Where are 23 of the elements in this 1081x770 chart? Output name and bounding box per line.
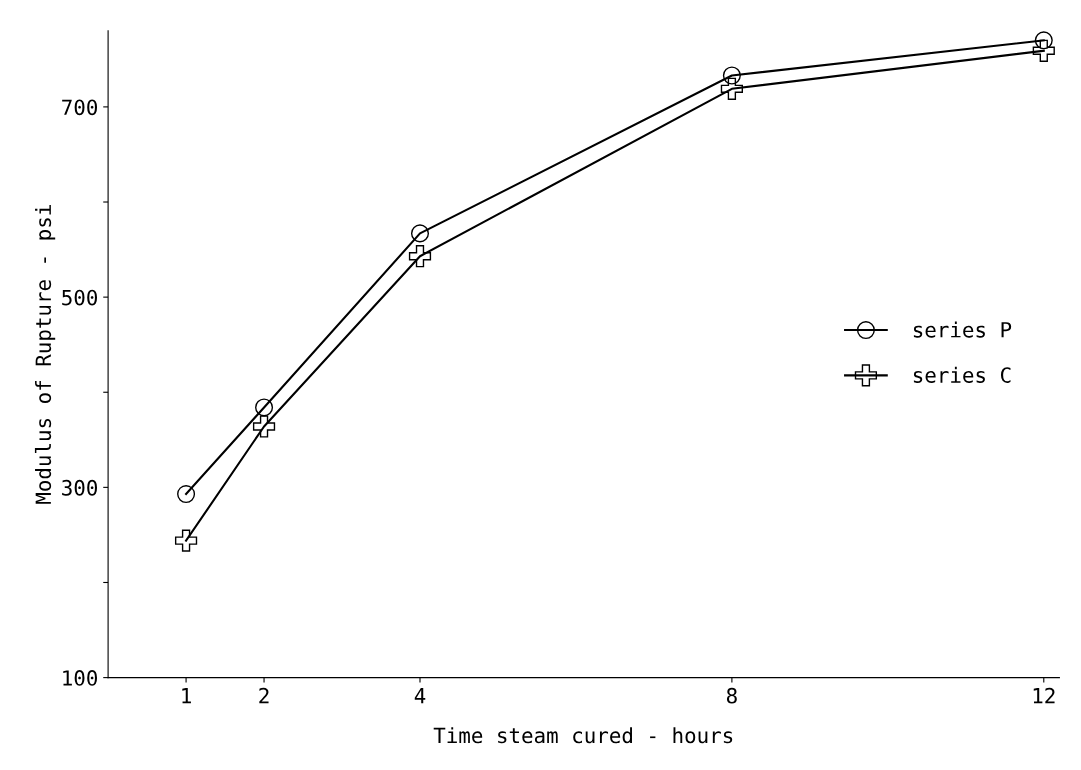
x-tick-label: 4 <box>414 688 426 704</box>
legend-label: series P <box>913 321 1012 338</box>
point <box>1032 39 1055 62</box>
point <box>722 66 741 85</box>
y-tick-label: 500 <box>62 289 98 306</box>
x-tick-label: 1 <box>182 688 191 704</box>
point <box>255 398 274 417</box>
point <box>174 529 198 552</box>
x-tick-label: 2 <box>259 687 269 704</box>
point <box>720 77 744 100</box>
x-tick-label: 8 <box>726 687 737 704</box>
x-tick-label: 12 <box>1033 687 1055 704</box>
point <box>408 245 432 268</box>
y-tick-label: 700 <box>62 99 98 116</box>
y-axis-title: Modulus of Rupture - psi <box>34 205 56 504</box>
y-tick-label: 100 <box>63 670 98 686</box>
legend-label: series C <box>913 366 1011 383</box>
point <box>177 484 196 504</box>
point <box>1034 31 1053 50</box>
x-axis-title: Time steam cured - hours <box>433 727 733 744</box>
point <box>252 415 276 438</box>
y-tick-label: 300 <box>62 479 98 496</box>
point <box>410 224 430 243</box>
